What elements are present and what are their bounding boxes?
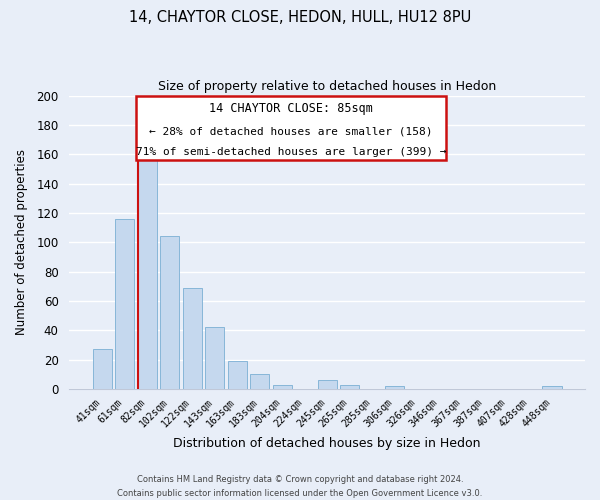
Bar <box>317 380 337 389</box>
Y-axis label: Number of detached properties: Number of detached properties <box>15 150 28 336</box>
Bar <box>137 148 157 389</box>
Text: 14, CHAYTOR CLOSE, HEDON, HULL, HU12 8PU: 14, CHAYTOR CLOSE, HEDON, HULL, HU12 8PU <box>129 10 471 25</box>
Bar <box>272 384 292 389</box>
Text: 14 CHAYTOR CLOSE: 85sqm: 14 CHAYTOR CLOSE: 85sqm <box>209 102 373 115</box>
Title: Size of property relative to detached houses in Hedon: Size of property relative to detached ho… <box>158 80 496 93</box>
Text: Contains HM Land Registry data © Crown copyright and database right 2024.
Contai: Contains HM Land Registry data © Crown c… <box>118 476 482 498</box>
Bar <box>205 328 224 389</box>
Bar <box>340 384 359 389</box>
FancyBboxPatch shape <box>136 96 446 160</box>
Text: 71% of semi-detached houses are larger (399) →: 71% of semi-detached houses are larger (… <box>136 148 446 158</box>
Bar <box>250 374 269 389</box>
Bar <box>160 236 179 389</box>
Bar <box>385 386 404 389</box>
Bar <box>227 361 247 389</box>
Bar <box>182 288 202 389</box>
Text: ← 28% of detached houses are smaller (158): ← 28% of detached houses are smaller (15… <box>149 126 433 136</box>
X-axis label: Distribution of detached houses by size in Hedon: Distribution of detached houses by size … <box>173 437 481 450</box>
Bar <box>542 386 562 389</box>
Bar <box>92 350 112 389</box>
Bar <box>115 219 134 389</box>
